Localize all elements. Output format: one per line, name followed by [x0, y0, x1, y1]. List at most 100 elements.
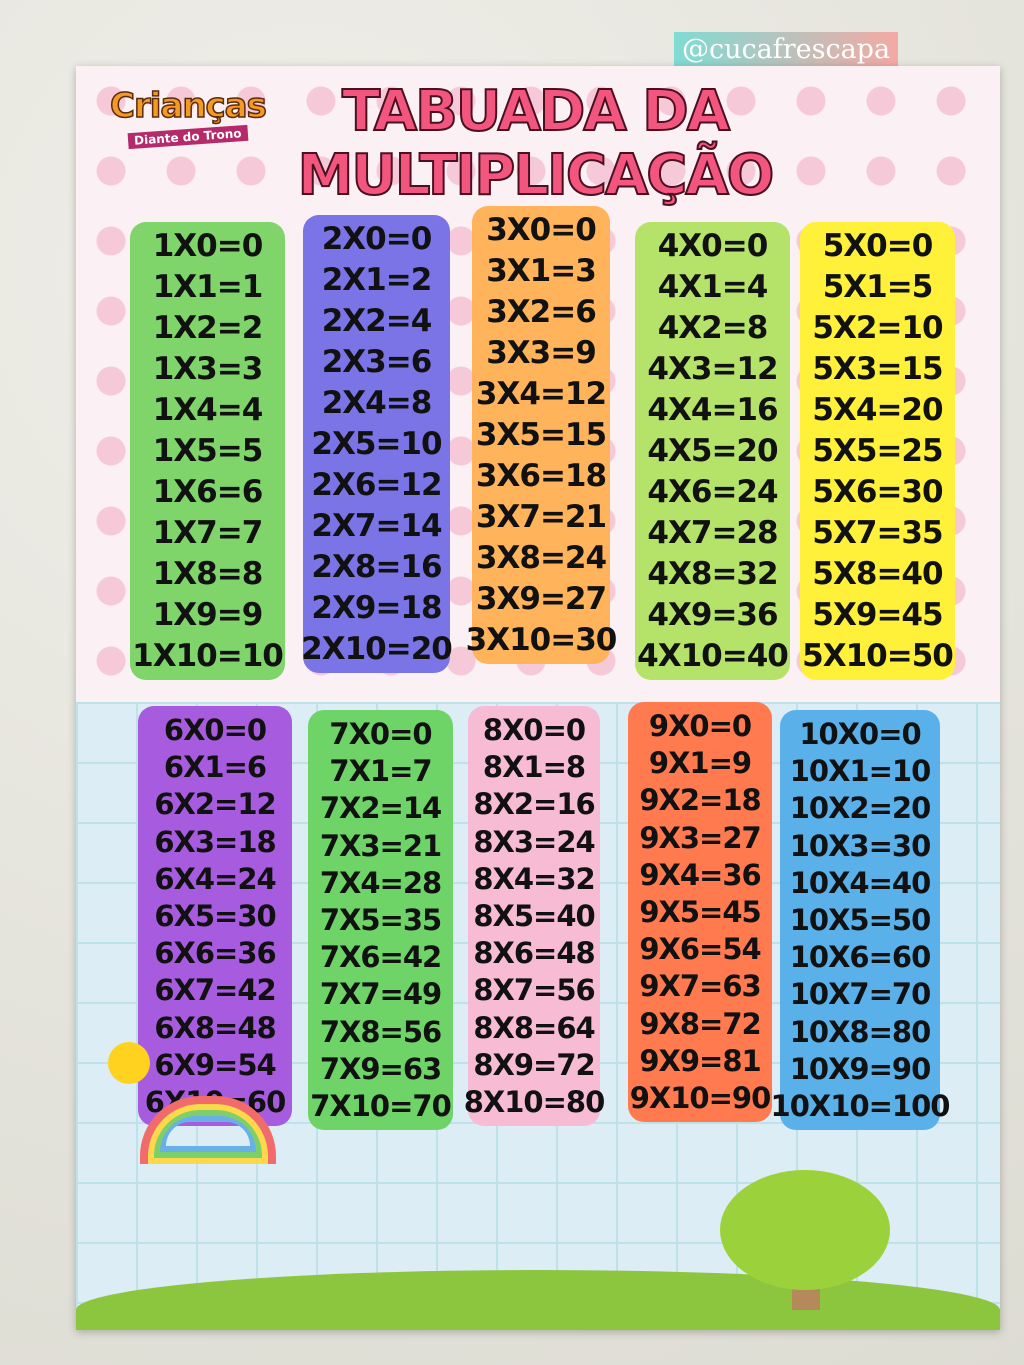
equation: 5X5=25 [812, 433, 943, 469]
poster-title: TABUADA DA MULTIPLICAÇÃO [290, 79, 780, 209]
equation: 1X4=4 [152, 392, 264, 428]
equation: 6X5=30 [154, 898, 276, 933]
equation: 3X1=3 [486, 253, 597, 289]
equation: 6X9=54 [154, 1047, 276, 1082]
equation: 7X8=56 [319, 1014, 442, 1049]
equation: 2X9=18 [311, 590, 442, 626]
equation: 5X9=45 [812, 597, 943, 633]
equation: 5X10=50 [802, 638, 954, 674]
sun-illustration [108, 1042, 150, 1084]
equation: 7X4=28 [319, 865, 442, 900]
equation: 5X1=5 [822, 269, 934, 305]
equation: 1X9=9 [152, 597, 264, 633]
table-1-column: 1X0=0 1X1=1 1X2=2 1X3=3 1X4=4 1X5=5 1X6=6 1X7=7… [130, 222, 285, 680]
equation: 8X4=32 [473, 861, 595, 896]
table-8-column: 8X0=0 8X1=8 8X2=16 8X3=24 8X4=32 8X5=40 8X6=48… [464, 706, 605, 1126]
equation: 1X10=10 [132, 638, 284, 674]
equation: 9X9=81 [639, 1043, 761, 1078]
equation: 1X2=2 [152, 310, 264, 346]
equation: 3X8=24 [475, 540, 607, 576]
tree-illustration [720, 1170, 890, 1290]
table-7-column: 7X0=0 7X1=7 7X2=14 7X3=21 7X4=28 7X5=35 7X6=42… [308, 710, 453, 1130]
equation: 1X8=8 [152, 556, 264, 592]
equation: 10X5=50 [789, 902, 932, 937]
equation: 3X9=27 [475, 581, 607, 617]
equation: 4X2=8 [657, 310, 769, 346]
equation: 1X5=5 [152, 433, 264, 469]
equation: 8X2=16 [473, 787, 595, 822]
equation: 9X2=18 [639, 783, 761, 818]
equation: 6X3=18 [154, 824, 276, 859]
equation: 4X8=32 [647, 556, 778, 592]
equation: 8X0=0 [482, 713, 586, 747]
equation: 1X0=0 [152, 228, 264, 264]
equation: 4X10=40 [637, 638, 789, 674]
equation: 6X1=6 [163, 750, 267, 785]
equation: 3X0=0 [486, 212, 597, 248]
equation: 2X2=4 [321, 303, 433, 339]
equation: 10X2=20 [789, 791, 932, 826]
equation: 3X2=6 [486, 294, 597, 330]
equation: 10X6=60 [789, 940, 932, 975]
watermark: @cucafrescapa [674, 32, 899, 67]
equation: 3X6=18 [475, 458, 607, 494]
equation: 7X3=21 [319, 828, 442, 863]
equation: 3X7=21 [475, 499, 607, 535]
equation: 2X1=2 [321, 262, 433, 298]
equation: 4X4=16 [647, 392, 778, 428]
equation: 5X2=10 [812, 310, 943, 346]
equation: 10X7=70 [789, 977, 932, 1012]
equation: 5X7=35 [812, 515, 943, 551]
equation: 8X3=24 [473, 824, 595, 859]
equation: 1X1=1 [152, 269, 264, 305]
equation: 6X7=42 [154, 973, 276, 1008]
equation: 4X0=0 [657, 228, 769, 264]
equation: 10X0=0 [799, 717, 921, 751]
equation: 8X10=80 [463, 1084, 606, 1119]
logo-name: Crianças [109, 85, 267, 127]
equation: 2X6=12 [311, 467, 442, 503]
equation: 3X10=30 [465, 622, 618, 658]
equation: 10X1=10 [789, 754, 932, 789]
equation: 1X3=3 [152, 351, 264, 387]
equation: 9X4=36 [639, 857, 761, 892]
equation: 2X8=16 [311, 549, 442, 585]
equation: 10X9=90 [789, 1051, 932, 1086]
equation: 4X5=20 [647, 433, 778, 469]
equation: 5X0=0 [822, 228, 934, 264]
equation: 7X5=35 [319, 902, 442, 937]
title-line-2: MULTIPLICAÇÃO [297, 143, 776, 209]
equation: 2X7=14 [311, 508, 442, 544]
equation: 10X10=100 [770, 1088, 951, 1123]
equation: 2X10=20 [301, 631, 453, 667]
equation: 5X3=15 [812, 351, 943, 387]
equation: 10X4=40 [789, 865, 932, 900]
equation: 7X10=70 [310, 1088, 452, 1123]
equation: 8X6=48 [473, 936, 595, 971]
table-5-column: 5X0=0 5X1=5 5X2=10 5X3=15 5X4=20 5X5=25 5X6=30… [800, 222, 955, 680]
equation: 1X7=7 [152, 515, 264, 551]
equation: 7X6=42 [319, 940, 442, 975]
logo: Crianças Diante do Trono [109, 85, 268, 150]
equation: 9X6=54 [639, 932, 761, 967]
equation: 6X0=0 [163, 713, 267, 747]
equation: 4X3=12 [647, 351, 778, 387]
equation: 2X4=8 [321, 385, 433, 421]
equation: 2X5=10 [311, 426, 442, 462]
table-4-column: 4X0=0 4X1=4 4X2=8 4X3=12 4X4=16 4X5=20 4X6=24 4… [635, 222, 790, 680]
equation: 7X0=0 [329, 717, 432, 751]
multiplication-poster: Crianças Diante do Trono TABUADA DA MULT… [76, 66, 1000, 1330]
equation: 10X3=30 [789, 828, 932, 863]
equation: 9X0=0 [648, 709, 752, 743]
equation: 9X1=9 [648, 746, 752, 781]
equation: 8X9=72 [473, 1047, 595, 1082]
equation: 3X3=9 [486, 335, 597, 371]
equation: 8X8=64 [473, 1010, 595, 1045]
equation: 6X2=12 [154, 787, 276, 822]
equation: 10X8=80 [789, 1014, 932, 1049]
grass-hill [76, 1270, 1000, 1330]
equation: 6X4=24 [154, 861, 276, 896]
equation: 9X10=90 [629, 1080, 772, 1115]
equation: 7X7=49 [319, 977, 442, 1012]
equation: 3X4=12 [475, 376, 607, 412]
